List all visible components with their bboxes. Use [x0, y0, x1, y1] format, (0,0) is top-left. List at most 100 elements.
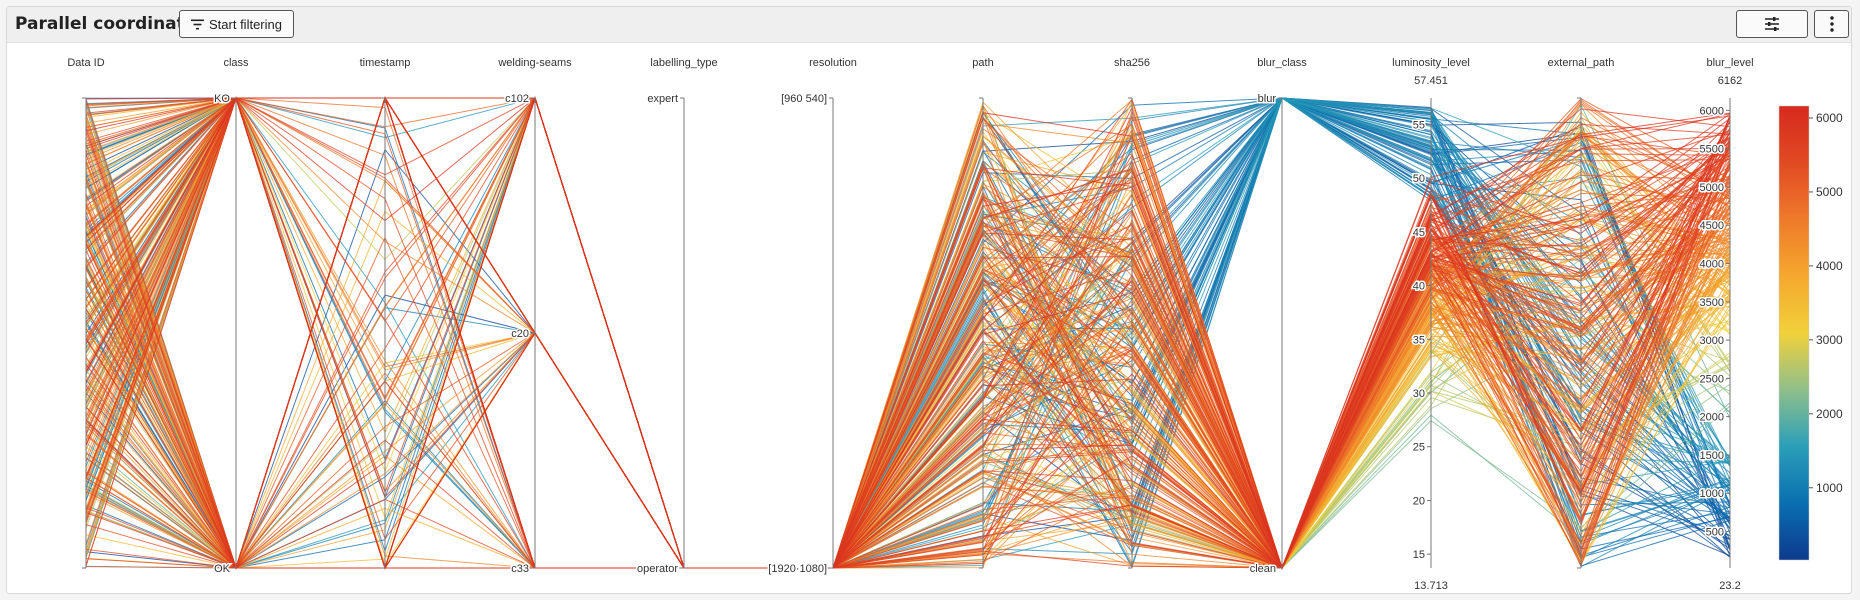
axis-data-id[interactable]: Data ID: [67, 57, 105, 569]
axis-sha256[interactable]: sha256: [1114, 57, 1150, 569]
category-tick-label: blur: [1258, 93, 1277, 105]
axis-label: welding-seams: [497, 57, 572, 69]
colorbar-tick-label: 4000: [1816, 259, 1843, 273]
category-tick-label: c102: [505, 93, 529, 105]
axis-timestamp[interactable]: timestamp: [360, 57, 411, 569]
axis-tick-label: 3000: [1700, 335, 1724, 347]
colorbar-tick-label: 5000: [1816, 185, 1843, 199]
axis-resolution[interactable]: resolution [960 540] [1920·1080]: [767, 57, 857, 577]
parallel-coordinates-svg: Data ID class KO OK timestamp welding-seams c1…: [67, 57, 1843, 592]
category-tick-label: KO: [214, 93, 230, 105]
category-tick-label: OK: [214, 563, 231, 575]
category-tick-label: operator: [637, 563, 678, 575]
axis-welding-seams[interactable]: welding-seams c102 c20 c33: [497, 57, 572, 577]
start-filtering-label: Start filtering: [209, 16, 282, 32]
axis-tick-label: 2500: [1700, 373, 1724, 385]
chart-settings-button[interactable]: [1736, 10, 1808, 38]
axis-tick-label: 20: [1413, 495, 1425, 507]
data-polyline: [85, 96, 1731, 570]
colorbar-tick-label: 1000: [1816, 481, 1843, 495]
colorbar-gradient: [1778, 105, 1810, 561]
kebab-menu-icon: [1829, 16, 1834, 32]
axis-label: sha256: [1114, 57, 1150, 69]
axis-tick-label: 6000: [1700, 105, 1724, 117]
colorbar-tick-label: 3000: [1816, 333, 1843, 347]
data-polyline: [85, 97, 1731, 570]
axis-tick-label: 500: [1706, 526, 1724, 538]
category-tick-label: c33: [511, 563, 529, 575]
panel-title: Parallel coordinate: [15, 14, 197, 34]
colorbar-tick-label: 6000: [1816, 111, 1843, 125]
data-polyline: [85, 96, 1731, 569]
chart-panel: Parallel coordinate Start filtering: [6, 6, 1852, 594]
axis-label: timestamp: [360, 57, 411, 69]
axis-tick-label: 5000: [1700, 182, 1724, 194]
axis-external-path[interactable]: external_path: [1548, 57, 1615, 569]
axis-tick-label: 45: [1413, 227, 1425, 239]
data-polyline: [85, 96, 1731, 570]
axis-tick-label: 4500: [1700, 220, 1724, 232]
axis-tick-label: 3500: [1700, 297, 1724, 309]
axis-tick-label: 15: [1413, 549, 1425, 561]
data-polyline: [85, 97, 1731, 569]
data-polyline: [85, 96, 1731, 570]
axis-min-label: 13.713: [1414, 580, 1448, 592]
axis-min-label: 23.2: [1719, 580, 1740, 592]
data-polyline: [85, 169, 1731, 569]
axis-label: luminosity_level: [1392, 57, 1470, 69]
sliders-icon: [1765, 17, 1779, 31]
data-polyline: [85, 117, 1731, 570]
axis-label: blur_level: [1706, 57, 1753, 69]
colorbar-tick-label: 2000: [1816, 407, 1843, 421]
axis-tick-label: 5500: [1700, 144, 1724, 156]
axis-tick-label: 35: [1413, 334, 1425, 346]
axis-label: resolution: [809, 57, 857, 69]
axes-layer: Data ID class KO OK timestamp welding-seams c1…: [67, 57, 1753, 592]
axis-max-label: 6162: [1718, 75, 1742, 87]
axis-class[interactable]: class KO OK: [213, 57, 249, 577]
filter-icon: [191, 19, 204, 29]
category-tick-label: c20: [511, 328, 529, 340]
data-polyline: [85, 97, 1731, 569]
axis-tick-label: 30: [1413, 388, 1425, 400]
data-polyline: [85, 239, 1731, 570]
parallel-coordinates-chart: Data ID class KO OK timestamp welding-seams c1…: [7, 43, 1851, 593]
category-tick-label: expert: [647, 93, 678, 105]
data-polyline: [85, 97, 1731, 570]
axis-label: Data ID: [67, 57, 104, 69]
axis-tick-label: 55: [1413, 119, 1425, 131]
axis-tick-label: 4000: [1700, 259, 1724, 271]
polylines-layer: [85, 96, 1731, 570]
axis-tick-label: 1000: [1700, 488, 1724, 500]
data-polyline: [85, 97, 1731, 570]
axis-label: path: [972, 57, 993, 69]
axis-tick-label: 2000: [1700, 412, 1724, 424]
category-tick-label: clean: [1250, 563, 1276, 575]
category-tick-label: [960 540]: [781, 93, 827, 105]
axis-label: external_path: [1548, 57, 1615, 69]
colorbar: 1000 2000 3000 4000 5000 6000: [1778, 105, 1843, 561]
axis-max-label: 57.451: [1414, 75, 1448, 87]
more-options-button[interactable]: [1814, 10, 1849, 38]
axis-luminosity-level[interactable]: luminosity_level 15 20 25 30 35 40 45 50 55 57.451…: [1392, 57, 1470, 592]
data-polyline: [85, 96, 1731, 570]
start-filtering-button[interactable]: Start filtering: [179, 10, 294, 38]
data-polyline: [85, 96, 1731, 569]
panel-header: Parallel coordinate Start filtering: [7, 7, 1851, 43]
axis-path[interactable]: path: [972, 57, 994, 569]
data-polyline: [85, 306, 1731, 569]
category-tick-label: [1920·1080]: [768, 563, 827, 575]
axis-label: class: [223, 57, 249, 69]
axis-label: labelling_type: [650, 57, 717, 69]
data-polyline: [85, 97, 1731, 570]
data-polyline: [85, 96, 1731, 569]
axis-tick-label: 25: [1413, 442, 1425, 454]
data-polyline: [85, 96, 1731, 570]
axis-tick-label: 40: [1413, 281, 1425, 293]
data-polyline: [85, 97, 1731, 569]
axis-blur-level[interactable]: blur_level 500 1000 1500 2000 2500 3000 3500 400…: [1698, 57, 1754, 592]
axis-tick-label: 1500: [1700, 450, 1724, 462]
axis-tick-label: 50: [1413, 173, 1425, 185]
